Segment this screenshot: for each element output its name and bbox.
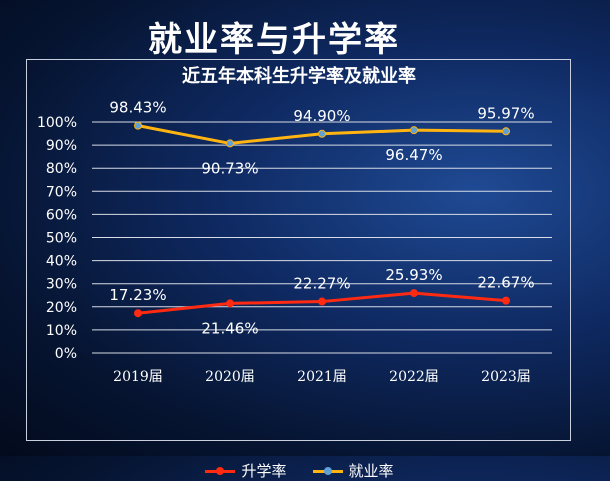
y-tick-label: 60% (46, 207, 77, 223)
y-tick-label: 10% (46, 323, 77, 339)
data-label: 98.43% (109, 99, 166, 117)
x-tick-label: 2022届 (389, 369, 439, 385)
data-label: 90.73% (201, 159, 258, 177)
series-lines (134, 121, 510, 318)
data-point (318, 129, 326, 138)
legend: 升学率 就业率 (27, 460, 572, 481)
data-point (502, 296, 510, 305)
y-tick-label: 90% (46, 138, 77, 154)
y-tick-label: 70% (46, 184, 77, 200)
x-tick-label: 2020届 (205, 369, 255, 385)
y-tick-label: 100% (37, 115, 77, 131)
chart-title: 近五年本科生升学率及就业率 (182, 65, 416, 87)
data-point (134, 121, 142, 130)
y-axis-ticks: 0% 10% 20% 30% 40% 50% 60% 70% 80% 90% 100% (37, 115, 77, 362)
data-label: 21.46% (201, 319, 258, 337)
data-label: 95.97% (477, 104, 534, 122)
x-tick-label: 2021届 (297, 369, 347, 385)
data-point (226, 299, 234, 308)
legend-swatch-enrollment (205, 465, 236, 477)
data-label: 22.67% (477, 274, 534, 292)
y-tick-label: 30% (46, 277, 77, 293)
data-point (410, 289, 418, 298)
y-tick-label: 80% (46, 161, 77, 177)
legend-item-enrollment: 升学率 (205, 460, 287, 481)
data-label: 94.90% (293, 107, 350, 125)
x-tick-label: 2019届 (113, 369, 163, 385)
legend-item-employment: 就业率 (312, 460, 394, 481)
data-label: 22.27% (293, 275, 350, 293)
y-tick-label: 40% (46, 254, 77, 270)
data-label: 17.23% (109, 286, 166, 304)
data-point (226, 139, 234, 148)
x-axis-ticks: 2019届 2020届 2021届 2022届 2023届 (113, 369, 531, 385)
data-label: 25.93% (385, 266, 442, 284)
y-tick-label: 20% (46, 300, 77, 316)
data-point (318, 297, 326, 306)
data-point (134, 309, 142, 318)
data-labels: 17.23% 21.46% 22.27% 25.93% 22.67% 98.43% 90.7… (109, 99, 534, 338)
legend-label-enrollment: 升学率 (241, 462, 287, 480)
legend-swatch-employment (312, 465, 343, 477)
data-point (502, 127, 510, 136)
data-label: 96.47% (385, 146, 442, 164)
legend-label-employment: 就业率 (348, 462, 394, 480)
line-chart: 近五年本科生升学率及就业率 0% 10% 20% 30% 40% 50% 60% 70% 80%… (37, 65, 552, 385)
y-tick-label: 50% (46, 231, 77, 247)
grid (92, 121, 552, 354)
x-tick-label: 2023届 (481, 369, 531, 385)
data-point (410, 126, 418, 135)
chart-frame: 近五年本科生升学率及就业率 0% 10% 20% 30% 40% 50% 60% 70% 80%… (26, 59, 571, 480)
y-tick-label: 0% (55, 346, 77, 362)
slide-title: 就业率与升学率 (148, 20, 400, 60)
